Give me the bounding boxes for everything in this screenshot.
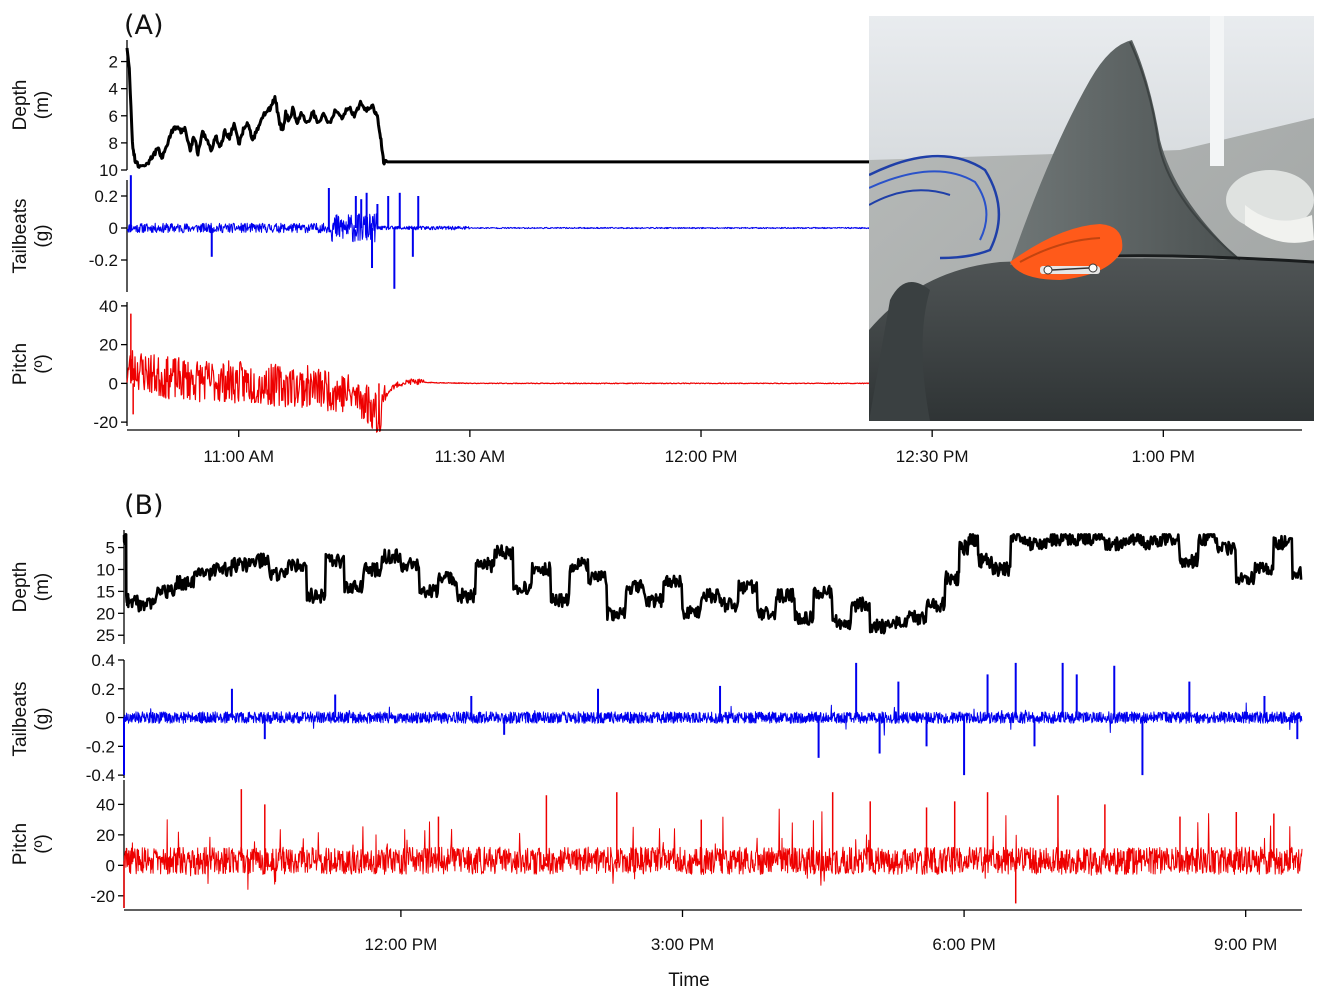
pitch-y-tick-label: 20: [99, 336, 118, 355]
tailbeats-y-tick-label: 0.4: [91, 651, 115, 670]
tailbeats-y-axis-title: Tailbeats(g): [10, 199, 53, 274]
x-tick-label: 6:00 PM: [932, 935, 995, 954]
depth-y-tick-label: 20: [96, 604, 115, 623]
x-tick-label: 9:00 PM: [1214, 935, 1277, 954]
tailbeats-y-tick-label: 0.2: [94, 187, 118, 206]
tailbeats-y-tick-label: -0.4: [86, 766, 115, 785]
depth-y-axis-title-line1: Depth: [10, 562, 31, 613]
panel-a-x-axis: 11:00 AM 11:30 AM 12:00 PM 12:30 PM 1:00 PM: [127, 429, 1302, 466]
tailbeats-y-tick-label: 0.2: [91, 680, 115, 699]
depth-series-line: [122, 533, 1303, 635]
depth-y-tick-label: 15: [96, 582, 115, 601]
tailbeats-y-tick-label: 0: [106, 709, 115, 728]
tailbeats-series-line: [123, 702, 1303, 736]
tailbeats-y-axis-title-line2: (g): [32, 707, 53, 730]
depth-y-tick-label: 25: [96, 626, 115, 645]
depth-y-axis-title: Depth(m): [10, 80, 53, 131]
pitch-y-tick-label: 40: [99, 297, 118, 316]
pitch-y-tick-label: -20: [90, 887, 115, 906]
panel-b-x-axis: 12:00 PM 3:00 PM 6:00 PM 9:00 PM: [124, 909, 1302, 954]
panel-a-depth-plot: 2 4 6 8 10 Depth(m): [10, 40, 979, 180]
depth-series-line: [125, 47, 979, 169]
x-tick-label: 12:00 PM: [665, 447, 738, 466]
pitch-y-axis-title-line2: (º): [32, 834, 53, 854]
pitch-y-axis-title: Pitch(º): [10, 823, 53, 865]
panel-b-tailbeats-plot: 0.4 0.2 0 -0.2 -0.4 Tailbeats(g): [10, 651, 1303, 785]
pitch-y-axis-title-line2: (º): [32, 354, 53, 374]
depth-y-axis-title: Depth(m): [10, 562, 53, 613]
pitch-y-axis-title: Pitch(º): [10, 343, 53, 385]
pitch-y-tick-label: 20: [96, 826, 115, 845]
pitch-y-tick-label: 40: [96, 795, 115, 814]
tailbeats-y-axis-title-line2: (g): [32, 224, 53, 247]
pitch-y-axis-title-line1: Pitch: [10, 823, 31, 865]
depth-y-tick-label: 6: [109, 107, 118, 126]
panel-b-pitch-plot: 40 20 0 -20 Pitch(º): [10, 780, 1303, 908]
tailbeats-y-tick-label: 0: [109, 219, 118, 238]
x-tick-label: 11:00 AM: [203, 447, 274, 466]
depth-y-tick-label: 10: [96, 560, 115, 579]
panel-b-depth-plot: 5 10 15 20 25 Depth(m): [10, 530, 1303, 645]
x-axis-title: Time: [668, 970, 710, 989]
pitch-y-axis-title-line1: Pitch: [10, 343, 31, 385]
depth-y-axis-title-line1: Depth: [10, 80, 31, 131]
inset-photo-shark-fin: [869, 16, 1314, 421]
depth-y-tick-label: 10: [99, 161, 118, 180]
x-tick-label: 3:00 PM: [651, 935, 714, 954]
pitch-series-line: [123, 808, 1303, 890]
depth-y-tick-label: 8: [109, 134, 118, 153]
x-tick-label: 1:00 PM: [1132, 447, 1195, 466]
pitch-y-tick-label: 0: [106, 856, 115, 875]
tailbeats-y-axis-title-line1: Tailbeats: [10, 199, 31, 274]
panel-b-label: (B): [124, 490, 164, 521]
pitch-y-tick-label: -20: [93, 413, 118, 432]
tailbeats-y-tick-label: -0.2: [86, 737, 115, 756]
panel-a-pitch-plot: 40 20 0 -20 Pitch(º): [10, 297, 979, 433]
pitch-y-tick-label: 0: [109, 374, 118, 393]
x-tick-label: 11:30 AM: [435, 447, 506, 466]
tailbeats-y-axis-title-line1: Tailbeats: [10, 682, 31, 757]
tailbeats-y-tick-label: -0.2: [89, 251, 118, 270]
pitch-series-line: [126, 350, 979, 433]
depth-y-tick-label: 5: [106, 539, 115, 558]
panel-a-label: (A): [124, 10, 164, 41]
depth-y-axis-title-line2: (m): [32, 91, 53, 119]
depth-y-tick-label: 2: [109, 53, 118, 72]
panel-a-tailbeats-plot: 0.2 0 -0.2 Tailbeats(g): [10, 175, 979, 292]
x-tick-label: 12:30 PM: [896, 447, 969, 466]
tailbeats-series-line: [126, 213, 979, 243]
depth-y-axis-title-line2: (m): [32, 573, 53, 601]
x-tick-label: 12:00 PM: [365, 935, 438, 954]
depth-y-tick-label: 4: [109, 80, 118, 99]
tailbeats-y-axis-title: Tailbeats(g): [10, 682, 53, 757]
